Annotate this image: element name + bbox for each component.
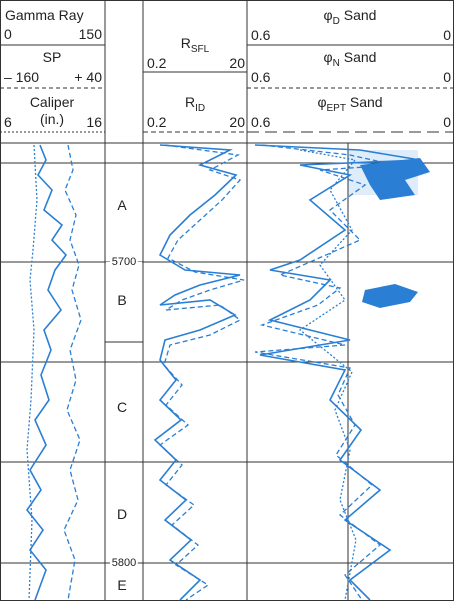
phi-ept-curve: [298, 149, 357, 601]
curve-name: φN Sand: [324, 49, 377, 69]
curve-name: Caliper: [30, 94, 75, 110]
curve-symbol: R: [185, 94, 195, 110]
scale-max: 16: [86, 114, 102, 130]
scale-min: 0.2: [147, 55, 167, 71]
porosity-fill: [360, 158, 430, 200]
scale-min: 0: [4, 26, 12, 42]
curve-name: φEPT Sand: [317, 94, 382, 114]
curve-subscript: N: [333, 58, 340, 69]
curve-symbol: R: [181, 35, 191, 51]
porosity-fill: [362, 284, 418, 308]
scale-max: 0: [443, 69, 451, 85]
zone-label: C: [117, 399, 127, 415]
scale-min: 0.6: [251, 27, 271, 43]
scale-min: 0.6: [251, 114, 271, 130]
scale-min: 0.6: [251, 69, 271, 85]
curve-name: SP: [43, 49, 62, 65]
curve-subscript: SFL: [191, 44, 210, 55]
curve-name: Gamma Ray: [5, 7, 84, 23]
log-curves: [26, 144, 430, 601]
scale-max: 20: [229, 114, 245, 130]
scale-max: + 40: [74, 69, 102, 85]
curve-symbol: φ: [317, 94, 326, 110]
depth-label: 5800: [112, 557, 136, 569]
curve-subscript: D: [333, 16, 340, 27]
curve-subscript: ID: [195, 103, 205, 114]
curve-label: Sand: [346, 94, 383, 110]
scale-min: 6: [4, 114, 12, 130]
scale-max: 0: [443, 27, 451, 43]
curve-label: Sand: [340, 7, 377, 23]
curve-subscript: EPT: [327, 103, 346, 114]
zone-label: E: [117, 577, 126, 593]
scale-max: 20: [229, 55, 245, 71]
rid-curve: [153, 144, 241, 601]
scale-max: 0: [443, 114, 451, 130]
curve-symbol: φ: [324, 7, 333, 23]
zone-label: B: [117, 292, 126, 308]
caliper-curve: [26, 144, 38, 601]
phi-d-curve: [254, 144, 421, 601]
scale-min: 0.2: [147, 114, 167, 130]
curve-label: Sand: [340, 49, 377, 65]
zone-label: D: [117, 506, 127, 522]
curve-name: φD Sand: [324, 7, 377, 27]
curve-name: RSFL: [181, 35, 210, 55]
curve-symbol: φ: [324, 49, 333, 65]
phi-n-curve: [254, 144, 396, 601]
depth-label: 5700: [112, 256, 136, 268]
scale-max: 150: [79, 26, 103, 42]
rsfl-curve: [158, 144, 245, 601]
zone-label: A: [117, 197, 127, 213]
depth-gap: [106, 262, 142, 264]
curve-name: RID: [185, 94, 205, 114]
sp-curve: [63, 144, 82, 601]
gamma-ray-curve: [26, 144, 68, 601]
curve-unit: (in.): [40, 111, 64, 127]
scale-min: – 160: [4, 69, 39, 85]
